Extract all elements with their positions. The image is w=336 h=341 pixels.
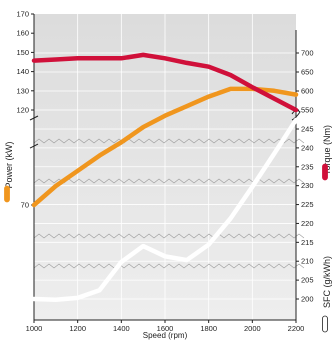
right-tick-label: 550 xyxy=(301,106,314,115)
left-tick-label: 130 xyxy=(16,86,29,95)
right-tick-label: 205 xyxy=(301,276,314,285)
right-tick-label: 200 xyxy=(301,295,314,304)
right-tick-label: 700 xyxy=(301,49,314,58)
legend-keys xyxy=(4,163,328,333)
legend-key-sfc xyxy=(322,315,328,333)
x-tick-label: 1400 xyxy=(113,324,130,333)
axes: 1000 1200 1400 1600 1800 2000 2200 120 130 140 150… xyxy=(16,10,313,334)
right-tick-label: 650 xyxy=(301,68,314,77)
right-axis-lower-title: SFC (g/kWh) xyxy=(322,256,332,308)
left-tick-label: 150 xyxy=(16,48,29,57)
left-tick-label: 160 xyxy=(16,29,29,38)
right-tick-label: 230 xyxy=(301,181,314,190)
left-axis-title: Power (kW) xyxy=(4,141,14,188)
left-axis-break xyxy=(29,115,39,121)
left-tick-label: 70 xyxy=(21,201,29,210)
x-tick-label: 1200 xyxy=(69,324,86,333)
right-tick-label: 215 xyxy=(301,238,314,247)
x-tick-label: 1800 xyxy=(200,324,217,333)
zigzag-band xyxy=(33,233,305,239)
zigzag-band xyxy=(33,263,305,269)
zigzag-band xyxy=(33,138,305,144)
x-tick-label: 1600 xyxy=(157,324,174,333)
x-tick-label: 2000 xyxy=(244,324,261,333)
right-tick-label: 225 xyxy=(301,200,314,209)
left-tick-label: 140 xyxy=(16,67,29,76)
right-tick-label: 600 xyxy=(301,87,314,96)
series-lines xyxy=(31,52,299,303)
right-tick-label: 220 xyxy=(301,219,314,228)
right-tick-label: 240 xyxy=(301,143,314,152)
legend-key-power xyxy=(4,185,10,203)
right-tick-label: 245 xyxy=(301,125,314,134)
left-tick-label: 120 xyxy=(16,106,29,115)
x-tick-label: 1000 xyxy=(26,324,43,333)
legend-key-torque xyxy=(322,163,328,181)
series-line-torque-nm xyxy=(31,52,299,113)
x-axis-title: Speed (rpm) xyxy=(143,331,188,340)
series-line-sfc-g-kwh xyxy=(31,117,299,303)
left-tick-label: 170 xyxy=(16,10,29,19)
grid-lines xyxy=(33,14,305,320)
right-tick-label: 210 xyxy=(301,257,314,266)
left-axis-break xyxy=(29,143,39,149)
right-axis-upper-title: Torque (Nm) xyxy=(322,125,332,175)
axis-labels: Speed (rpm) Power (kW) Torque (Nm) SFC (… xyxy=(4,125,332,340)
right-tick-label: 235 xyxy=(301,162,314,171)
x-tick-label: 2200 xyxy=(288,324,305,333)
